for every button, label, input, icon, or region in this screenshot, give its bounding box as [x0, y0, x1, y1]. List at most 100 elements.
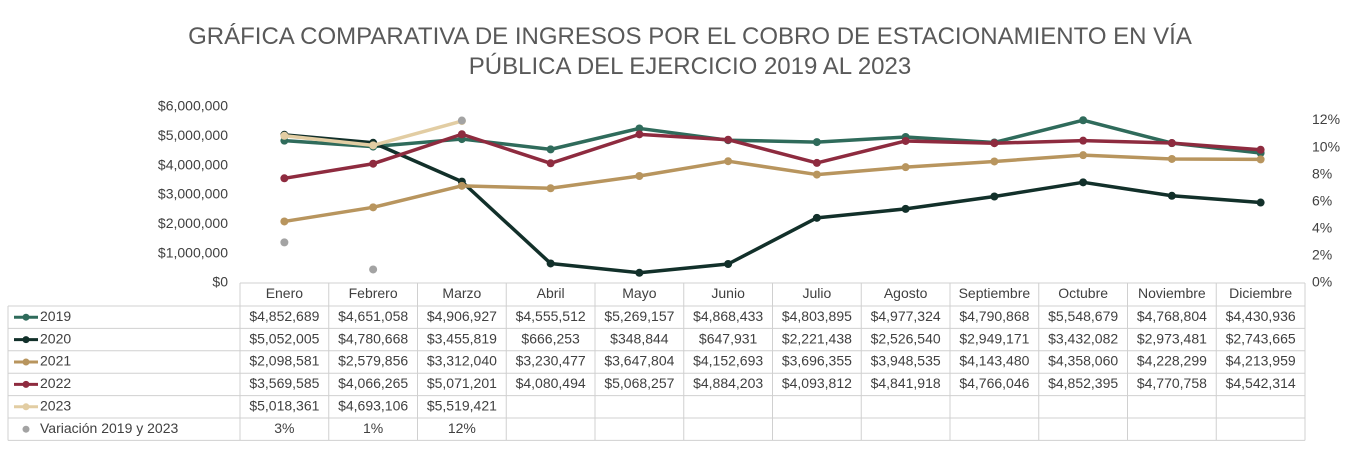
- data-point: [812, 138, 821, 147]
- x-tick-label: Agosto: [884, 285, 928, 301]
- legend-label: 2023: [40, 398, 71, 414]
- data-point: [812, 170, 821, 179]
- data-point: [901, 136, 910, 145]
- x-tick-label: Abril: [537, 285, 565, 301]
- table-value: $5,068,257: [604, 375, 674, 391]
- data-point: [635, 171, 644, 180]
- y-tick-label: $3,000,000: [158, 186, 228, 202]
- table-value: $2,973,481: [1137, 330, 1207, 346]
- table-value: $5,269,157: [604, 308, 674, 324]
- data-point: [990, 139, 999, 148]
- table-value: $3,569,585: [249, 375, 319, 391]
- data-point: [1167, 154, 1176, 163]
- y2-tick-label: 0%: [1312, 274, 1332, 290]
- legend-marker: [22, 380, 30, 388]
- table-value: $4,143,480: [959, 353, 1029, 369]
- table-value: $4,093,812: [782, 375, 852, 391]
- table-value: $647,931: [699, 330, 758, 346]
- data-point: [546, 184, 555, 193]
- y2-tick-label: 6%: [1312, 192, 1332, 208]
- table-value: $4,651,058: [338, 308, 408, 324]
- table-value: $4,430,936: [1226, 308, 1296, 324]
- data-point: [1167, 139, 1176, 148]
- y2-tick-label: 4%: [1312, 220, 1332, 236]
- table-value: $348,844: [610, 330, 669, 346]
- table-value: $4,852,395: [1048, 375, 1118, 391]
- x-tick-label: Septiembre: [959, 285, 1031, 301]
- y2-tick-label: 10%: [1312, 138, 1340, 154]
- y-tick-label: $0: [212, 274, 228, 290]
- data-point: [1079, 151, 1088, 160]
- legend-label: 2022: [40, 375, 71, 391]
- data-point: [546, 145, 555, 154]
- table-value: $3,948,535: [871, 353, 941, 369]
- table-value: $4,555,512: [516, 308, 586, 324]
- data-point: [724, 157, 733, 166]
- table-value: $4,841,918: [871, 375, 941, 391]
- data-point: [369, 141, 378, 150]
- data-point: [1079, 178, 1088, 187]
- x-tick-label: Febrero: [349, 285, 398, 301]
- data-point: [280, 238, 289, 247]
- table-value: $2,221,438: [782, 330, 852, 346]
- table-value: $3,696,355: [782, 353, 852, 369]
- data-point: [457, 181, 466, 190]
- data-point: [901, 204, 910, 213]
- table-value: $4,868,433: [693, 308, 763, 324]
- legend-label: 2021: [40, 353, 71, 369]
- y-tick-label: $2,000,000: [158, 215, 228, 231]
- data-point: [1256, 145, 1265, 154]
- y2-tick-label: 12%: [1312, 111, 1340, 127]
- table-value: $4,977,324: [871, 308, 941, 324]
- series-line: [284, 153, 1261, 224]
- x-tick-label: Diciembre: [1229, 285, 1292, 301]
- data-point: [546, 159, 555, 168]
- table-value: $5,071,201: [427, 375, 497, 391]
- data-point: [635, 124, 644, 133]
- table-value: $4,693,106: [338, 398, 408, 414]
- data-point: [724, 259, 733, 268]
- table-value: $3,455,819: [427, 330, 497, 346]
- table-value: $4,228,299: [1137, 353, 1207, 369]
- y-tick-label: $6,000,000: [158, 98, 228, 114]
- legend-label: Variación 2019 y 2023: [40, 420, 178, 436]
- x-tick-label: Julio: [802, 285, 831, 301]
- table-value: $3,432,082: [1048, 330, 1118, 346]
- data-point: [280, 131, 289, 140]
- y-tick-label: $5,000,000: [158, 127, 228, 143]
- data-point: [990, 192, 999, 201]
- x-tick-label: Marzo: [442, 285, 481, 301]
- table-value: $4,780,668: [338, 330, 408, 346]
- table-value: $4,152,693: [693, 353, 763, 369]
- table-value: $4,213,959: [1226, 353, 1296, 369]
- legend-marker: [22, 403, 30, 411]
- y-tick-label: $1,000,000: [158, 244, 228, 260]
- table-value: $4,766,046: [959, 375, 1029, 391]
- table-value: $4,790,868: [959, 308, 1029, 324]
- table-value: $5,052,005: [249, 330, 319, 346]
- data-point: [901, 163, 910, 172]
- x-tick-label: Enero: [266, 285, 304, 301]
- data-point: [457, 116, 466, 125]
- x-tick-label: Octubre: [1058, 285, 1108, 301]
- legend-marker: [22, 336, 30, 344]
- table-value: $2,098,581: [249, 353, 319, 369]
- data-point: [1167, 191, 1176, 200]
- table-value: $4,906,927: [427, 308, 497, 324]
- data-point: [812, 158, 821, 167]
- data-point: [1079, 116, 1088, 125]
- table-value: $2,579,856: [338, 353, 408, 369]
- data-point: [990, 157, 999, 166]
- table-value: $5,519,421: [427, 398, 497, 414]
- table-value: $2,949,171: [959, 330, 1029, 346]
- x-tick-label: Junio: [711, 285, 745, 301]
- table-value: $3,312,040: [427, 353, 497, 369]
- data-point: [1079, 136, 1088, 145]
- table-value: $3,230,477: [516, 353, 586, 369]
- table-value: $5,548,679: [1048, 308, 1118, 324]
- data-point: [635, 130, 644, 139]
- legend-marker: [22, 313, 30, 321]
- legend-marker: [22, 425, 30, 433]
